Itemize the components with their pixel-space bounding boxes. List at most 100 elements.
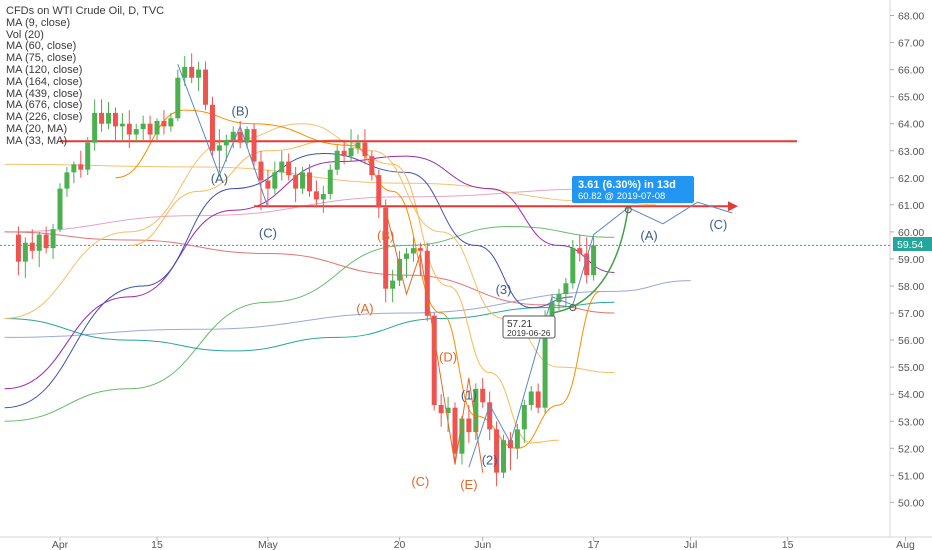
candle-body bbox=[584, 253, 590, 276]
price-tick-label: 54.00 bbox=[898, 389, 924, 401]
candle-body bbox=[404, 253, 409, 259]
candle-body bbox=[126, 123, 132, 135]
price-tick-label: 52.00 bbox=[898, 443, 924, 455]
candle-body bbox=[57, 188, 63, 230]
candle-body bbox=[154, 120, 160, 135]
candle-body bbox=[50, 229, 56, 249]
chart-legend: CFDs on WTI Crude Oil, D, TVC MA (9, clo… bbox=[6, 5, 165, 148]
resistance-lines bbox=[60, 140, 797, 212]
candle-body bbox=[445, 407, 451, 414]
wave-label: (A) bbox=[640, 228, 657, 243]
legend-title: CFDs on WTI Crude Oil, D, TVC bbox=[6, 5, 165, 17]
candle-body bbox=[563, 283, 569, 295]
wave-label: (1) bbox=[461, 388, 477, 403]
current-price-tag: 59.54 bbox=[893, 237, 932, 251]
candle-body bbox=[85, 142, 91, 170]
candle-body bbox=[237, 131, 243, 143]
price-tick-label: 62.00 bbox=[898, 173, 924, 185]
low-tooltip: 57.21 2019-06-26 bbox=[502, 315, 556, 339]
wave-label: (B) bbox=[232, 104, 249, 119]
ma-line-3 bbox=[4, 231, 615, 314]
candle-body bbox=[279, 161, 285, 173]
legend-item[interactable]: MA (33, MA) bbox=[6, 134, 68, 147]
legend-item[interactable]: MA (120, close) bbox=[6, 63, 83, 76]
candle-body bbox=[320, 194, 326, 200]
candle-body bbox=[355, 142, 361, 149]
price-tick-label: 64.00 bbox=[898, 119, 924, 131]
chart-grid bbox=[0, 0, 932, 538]
moving-averages bbox=[4, 109, 691, 449]
low-tooltip-date: 2019-06-26 bbox=[507, 328, 551, 338]
candle-body bbox=[112, 112, 118, 127]
price-tick-label: 67.00 bbox=[898, 38, 924, 50]
candle-body bbox=[189, 66, 195, 78]
candle-body bbox=[466, 418, 472, 433]
candle-body bbox=[272, 172, 278, 189]
legend-item[interactable]: MA (60, close) bbox=[6, 40, 77, 53]
candle-body bbox=[140, 123, 146, 130]
candle-body bbox=[410, 248, 416, 254]
candle-body bbox=[22, 242, 28, 262]
price-tick-label: 60.00 bbox=[898, 227, 924, 239]
price-tick-label: 55.00 bbox=[898, 362, 924, 374]
candle-body bbox=[487, 402, 493, 430]
candle-body bbox=[251, 129, 257, 162]
legend-item[interactable]: Vol (20) bbox=[6, 28, 44, 41]
wave-label: (D) bbox=[439, 350, 457, 365]
candle-body bbox=[196, 69, 202, 78]
target-marker bbox=[624, 206, 632, 214]
time-tick-label: Aug bbox=[896, 539, 915, 550]
candle-body bbox=[362, 142, 368, 157]
candle-body bbox=[15, 234, 21, 262]
price-tick-label: 66.00 bbox=[898, 65, 924, 77]
candle-body bbox=[542, 315, 548, 408]
measure-box[interactable]: 3.61 (6.30%) in 13d 60.82 @ 2019-07-08 bbox=[572, 176, 694, 203]
candle-body bbox=[341, 150, 347, 157]
current-price-label: 59.54 bbox=[897, 239, 923, 251]
candle-body bbox=[258, 161, 264, 181]
time-tick-label: 17 bbox=[588, 539, 600, 550]
time-tick-label: 20 bbox=[394, 539, 406, 550]
legend-item[interactable]: MA (164, close) bbox=[6, 75, 83, 88]
candle-body bbox=[36, 234, 42, 251]
time-axis[interactable]: Apr15May20Jun17Jul15Aug19Se bbox=[52, 537, 932, 550]
wave-path-0 bbox=[177, 64, 269, 208]
price-tick-label: 50.00 bbox=[898, 497, 924, 509]
wave-label: (A) bbox=[356, 301, 373, 316]
candle-body bbox=[480, 388, 486, 403]
arrow-head bbox=[728, 201, 738, 212]
candle-body bbox=[473, 388, 479, 433]
wave-label: (3) bbox=[496, 282, 512, 297]
candle-body bbox=[397, 258, 403, 281]
price-axis[interactable]: 68.00 67.00 66.00 65.00 64.00 63.00 62.00 61.00… bbox=[890, 11, 924, 510]
candle-body bbox=[230, 131, 236, 140]
time-tick-label: 15 bbox=[782, 539, 794, 550]
candle-body bbox=[106, 112, 112, 124]
candle-body bbox=[29, 242, 35, 251]
legend-item[interactable]: MA (676, close) bbox=[6, 99, 83, 112]
price-tick-label: 51.00 bbox=[898, 470, 924, 482]
candle-body bbox=[64, 172, 70, 189]
wave-labels: (A) (B) (C) (A) (B) (C) (D) (E) (1) (2) (3) (A) (C) bbox=[211, 104, 728, 492]
candle-body bbox=[168, 118, 174, 127]
legend-item[interactable]: MA (75, close) bbox=[6, 52, 77, 65]
candle-body bbox=[431, 315, 437, 406]
candle-body bbox=[452, 407, 458, 454]
legend-item[interactable]: MA (9, close) bbox=[6, 16, 71, 29]
wave-label: (A) bbox=[211, 171, 228, 186]
time-tick-label: Apr bbox=[52, 539, 69, 550]
candle-body bbox=[300, 172, 306, 189]
candle-body bbox=[494, 429, 500, 473]
price-tick-label: 56.00 bbox=[898, 335, 924, 347]
candle-body bbox=[313, 191, 319, 200]
candle-body bbox=[216, 145, 222, 151]
wave-label: (C) bbox=[411, 474, 429, 489]
legend-item[interactable]: MA (20, MA) bbox=[6, 122, 68, 135]
candle-body bbox=[549, 302, 555, 316]
candle-body bbox=[514, 429, 520, 449]
time-tick-label: Jun bbox=[474, 539, 491, 550]
legend-item[interactable]: MA (226, close) bbox=[6, 111, 83, 124]
candle-body bbox=[203, 69, 209, 105]
legend-item[interactable]: MA (439, close) bbox=[6, 87, 83, 100]
